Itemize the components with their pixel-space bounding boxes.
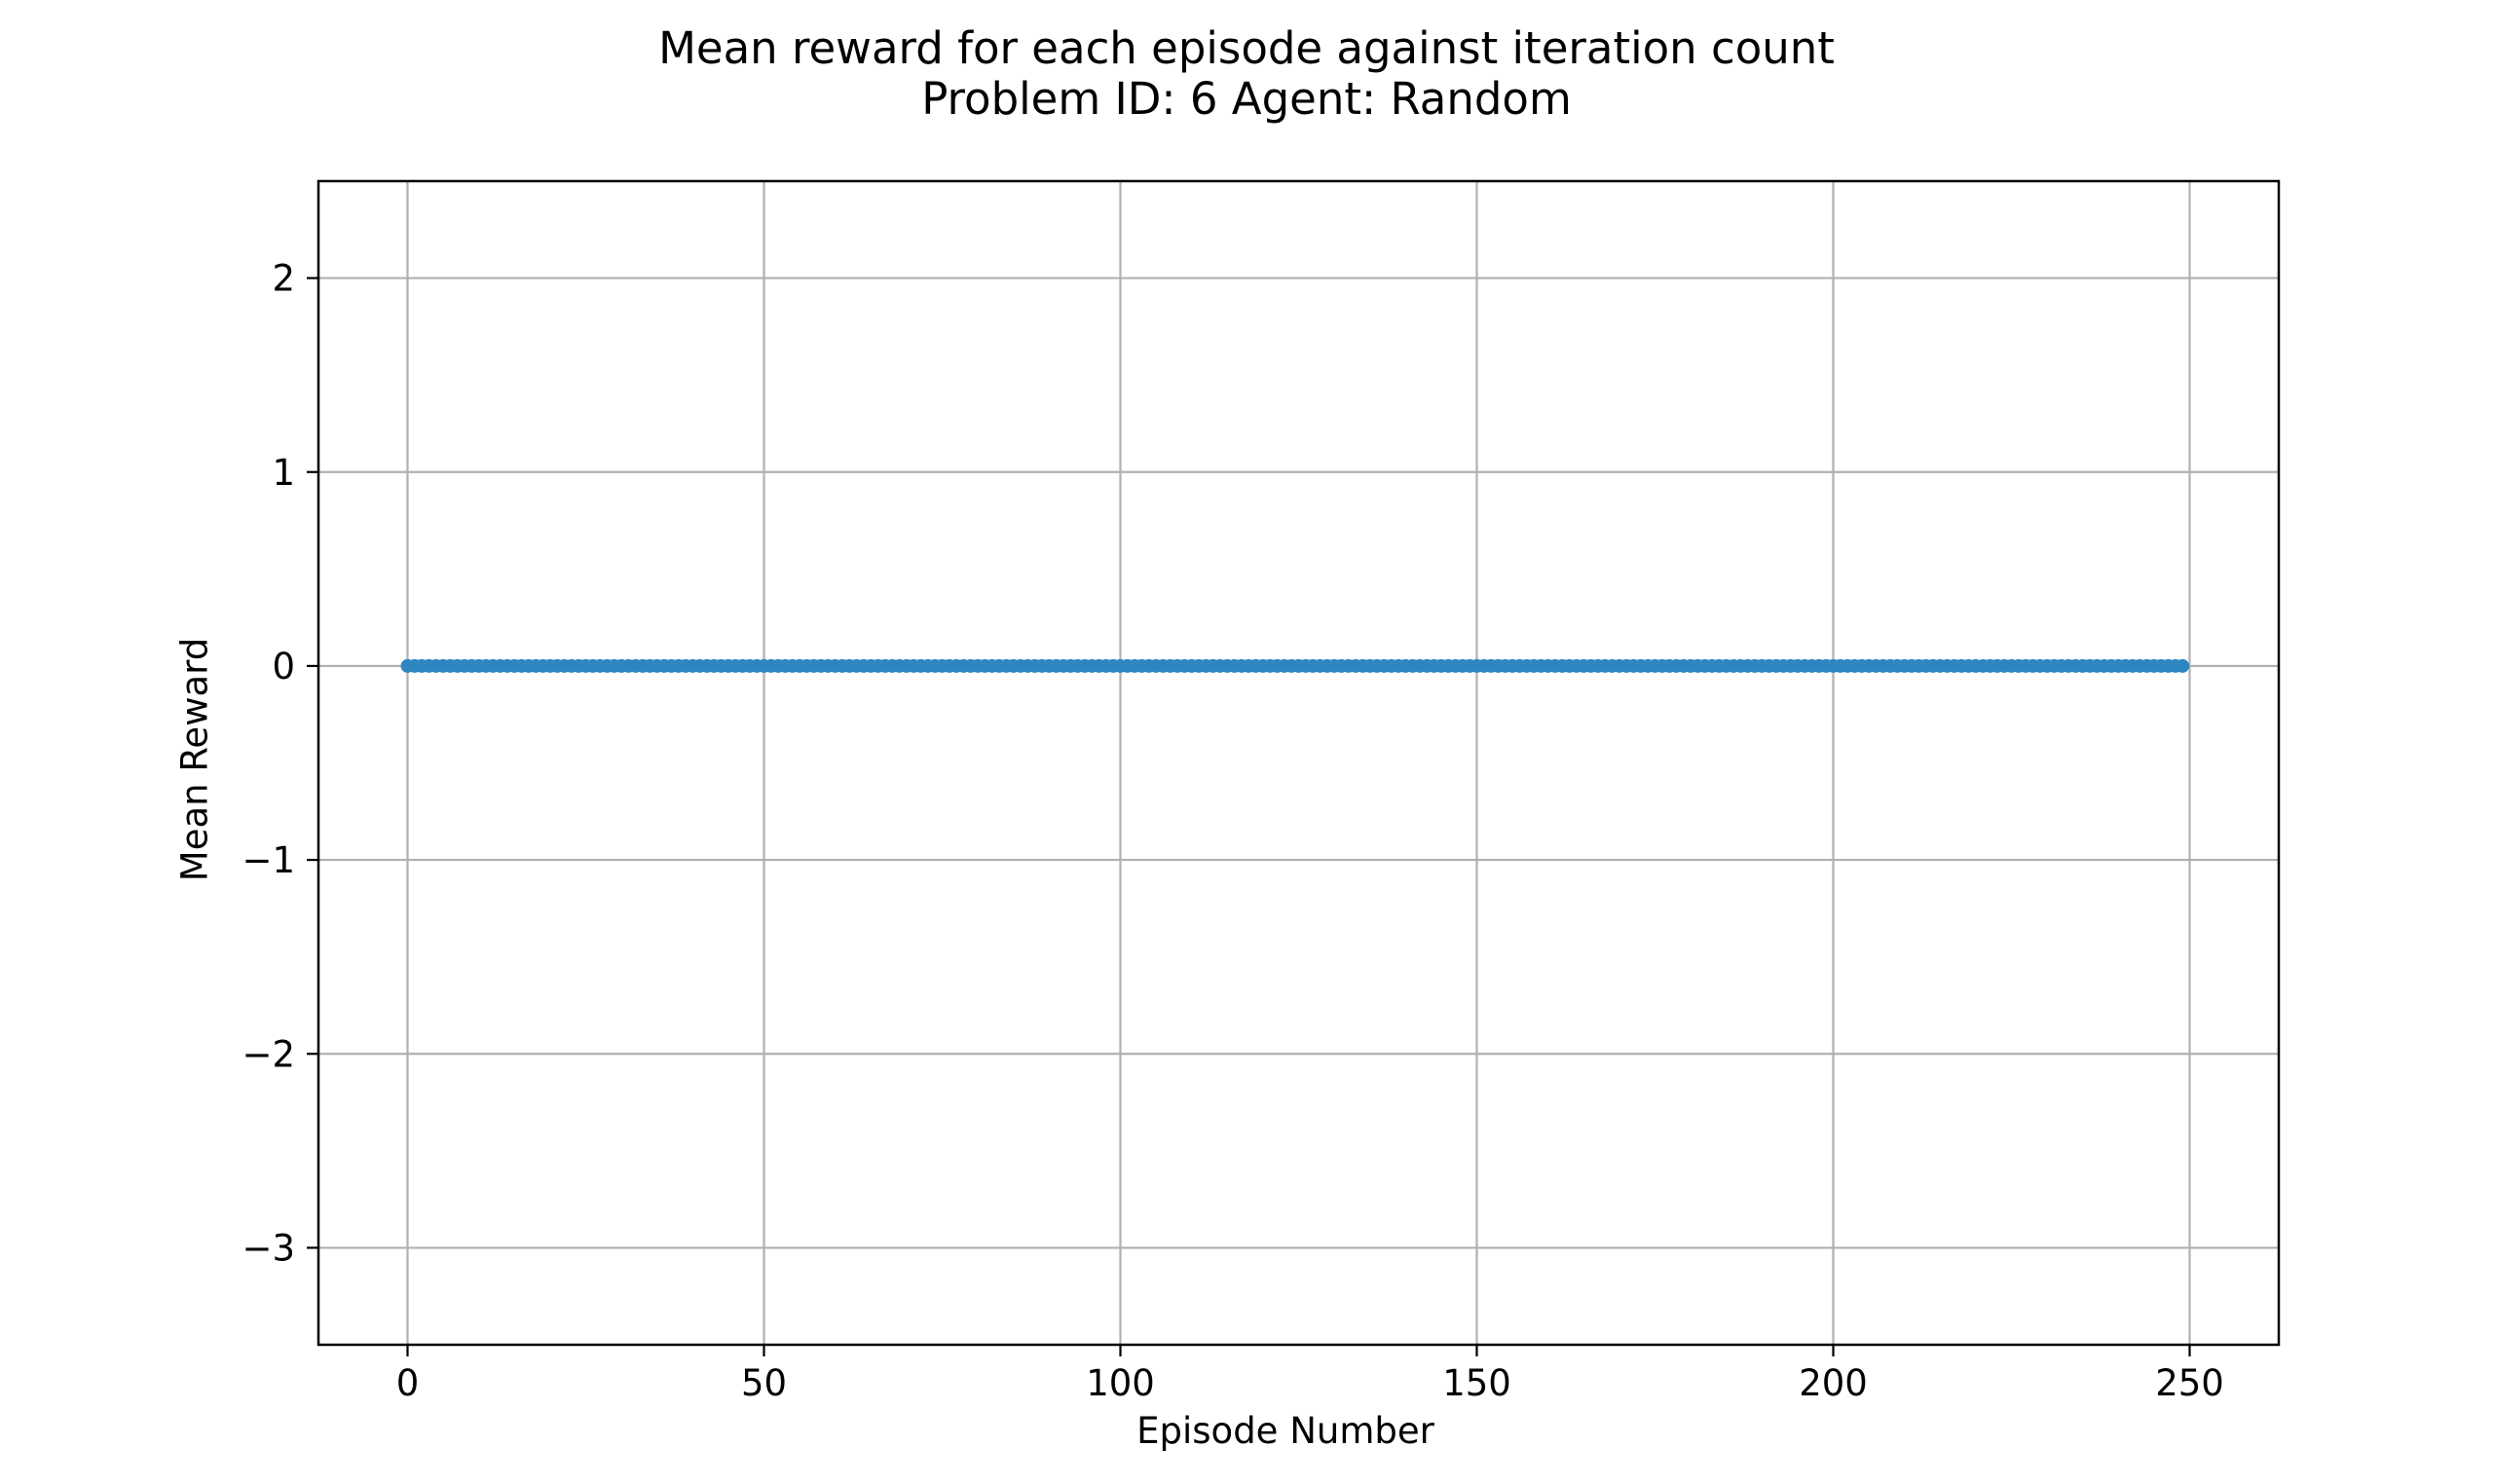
x-tick-label: 50: [741, 1362, 787, 1404]
grid-lines: [318, 181, 2279, 1345]
plot-frame: [316, 179, 2281, 1347]
y-tick-label: 1: [272, 452, 295, 494]
chart-subtitle: Problem ID: 6 Agent: Random: [921, 73, 1572, 125]
y-tick-label: −1: [242, 839, 295, 881]
chart-title: Mean reward for each episode against ite…: [658, 22, 1835, 74]
x-tick-label: 100: [1086, 1362, 1155, 1404]
y-tick-label: 2: [272, 258, 295, 300]
x-tick-label: 0: [396, 1362, 420, 1404]
data-point: [2176, 658, 2190, 673]
x-tick-label: 200: [1799, 1362, 1868, 1404]
data-points: [400, 658, 2190, 673]
y-axis-label: Mean Reward: [173, 637, 216, 882]
x-axis-label: Episode Number: [1136, 1410, 1434, 1452]
x-tick-label: 250: [2155, 1362, 2224, 1404]
x-tick-label: 150: [1442, 1362, 1511, 1404]
y-tick-label: 0: [272, 646, 295, 687]
y-tick-label: −2: [242, 1033, 295, 1075]
axis-ticks: 0 50 100 150 200 250 −3 −2 −1 0 1 2: [242, 258, 2223, 1404]
y-tick-label: −3: [242, 1227, 295, 1269]
